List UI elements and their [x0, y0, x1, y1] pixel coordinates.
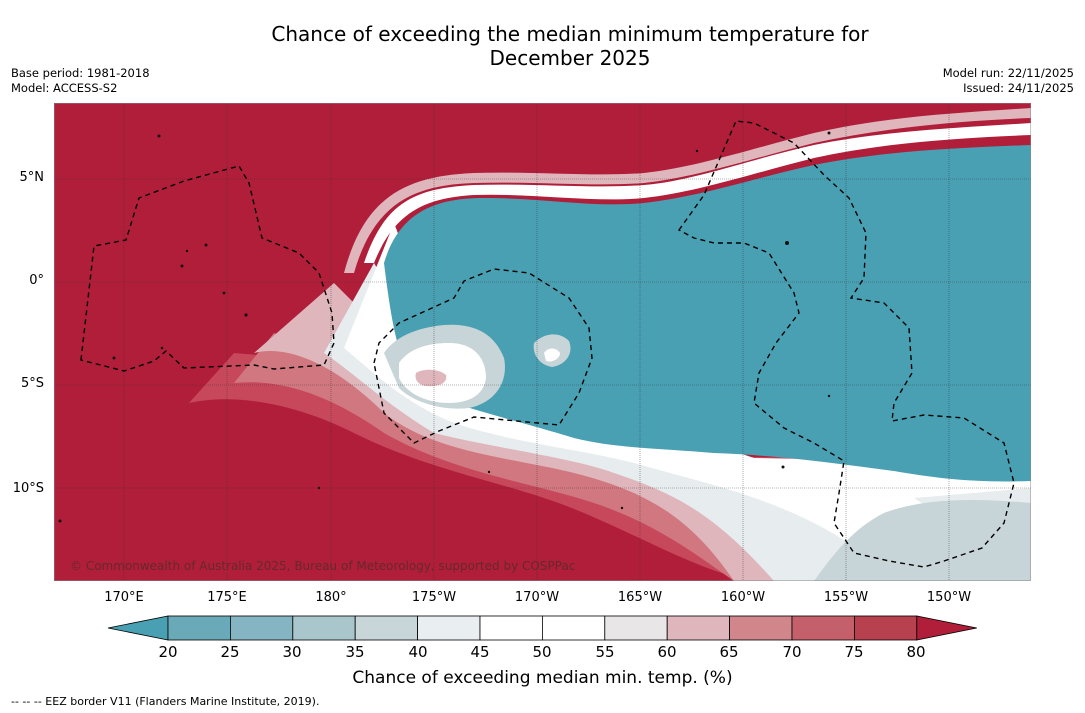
lon-label-150w: 150°W [926, 590, 972, 605]
cool-35-region [814, 500, 1031, 581]
colorbar-label: Chance of exceeding median min. temp. (%… [352, 668, 733, 688]
colorbar-segment [229, 615, 294, 641]
colorbar-segment [604, 615, 668, 641]
colorbar-segment [417, 615, 481, 641]
lat-label-10s: 10°S [12, 481, 44, 496]
copyright-credit: © Commonwealth of Australia 2025, Bureau… [70, 559, 576, 573]
lat-label-5n: 5°N [19, 170, 45, 185]
colorbar-segment [666, 615, 731, 641]
colorbar-segment [791, 615, 855, 641]
lat-label-0: 0° [29, 273, 44, 288]
issued-date: Issued: 24/11/2025 [963, 81, 1074, 95]
colorbar-segment [292, 615, 356, 641]
colorbar-tick: 55 [595, 643, 615, 661]
model-run: Model run: 22/11/2025 [942, 66, 1074, 80]
lon-label-165w: 165°W [617, 590, 663, 605]
lon-label-170w: 170°W [514, 590, 560, 605]
lon-label-155w: 155°W [823, 590, 869, 605]
lon-label-175e: 175°E [207, 590, 247, 605]
colorbar-segment [729, 615, 793, 641]
eez-border-central [373, 268, 593, 444]
colorbar-tick: 20 [158, 643, 178, 661]
eez-legend: -- -- -- EEZ border V11 (Flanders Marine… [11, 695, 320, 708]
lon-label-160w: 160°W [720, 590, 766, 605]
lon-label-175w: 175°W [411, 590, 457, 605]
title-line-2: December 2025 [489, 46, 651, 70]
cool-main-region [384, 145, 1031, 482]
base-period: Base period: 1981-2018 [11, 66, 150, 80]
warm-65-inner [415, 369, 447, 387]
colorbar-segment [354, 615, 418, 641]
forecast-map [54, 103, 1031, 581]
colorbar-segments [107, 615, 977, 641]
lon-label-170e: 170°E [104, 590, 144, 605]
colorbar [107, 615, 977, 641]
colorbar-arrow-high [916, 615, 977, 641]
colorbar-tick: 65 [719, 643, 739, 661]
colorbar-segment [854, 615, 918, 641]
eez-border-east [677, 120, 1015, 568]
colorbar-segment [167, 615, 231, 641]
meta-right: Model run: 22/11/2025 Issued: 24/11/2025 [943, 66, 1074, 96]
title-line-1: Chance of exceeding the median minimum t… [271, 22, 869, 46]
colorbar-arrow-low [107, 615, 169, 641]
colorbar-tick: 35 [345, 643, 365, 661]
neutral-region [344, 223, 1031, 581]
lon-label-180: 180° [315, 590, 347, 605]
colorbar-tick: 50 [532, 643, 552, 661]
model-name: Model: ACCESS-S2 [11, 81, 118, 95]
chart-title: Chance of exceeding the median minimum t… [0, 22, 1085, 70]
colorbar-tick: 25 [220, 643, 240, 661]
colorbar-tick: 40 [408, 643, 428, 661]
eez-border-west [80, 165, 335, 372]
meta-left: Base period: 1981-2018 Model: ACCESS-S2 [11, 66, 150, 96]
neutral-patch-b [544, 348, 560, 362]
colorbar-tick: 80 [906, 643, 926, 661]
colorbar-segment [479, 615, 543, 641]
colorbar-tick: 45 [470, 643, 490, 661]
colorbar-tick: 75 [844, 643, 864, 661]
lat-label-5s: 5°S [20, 376, 44, 391]
eez-borders [80, 120, 1015, 568]
colorbar-tick: 30 [282, 643, 302, 661]
colorbar-tick: 70 [782, 643, 802, 661]
islands [58, 131, 831, 523]
colorbar-segment [541, 615, 606, 641]
north-neutral-band [364, 123, 1031, 263]
graticule [54, 103, 1031, 581]
colorbar-tick: 60 [657, 643, 677, 661]
